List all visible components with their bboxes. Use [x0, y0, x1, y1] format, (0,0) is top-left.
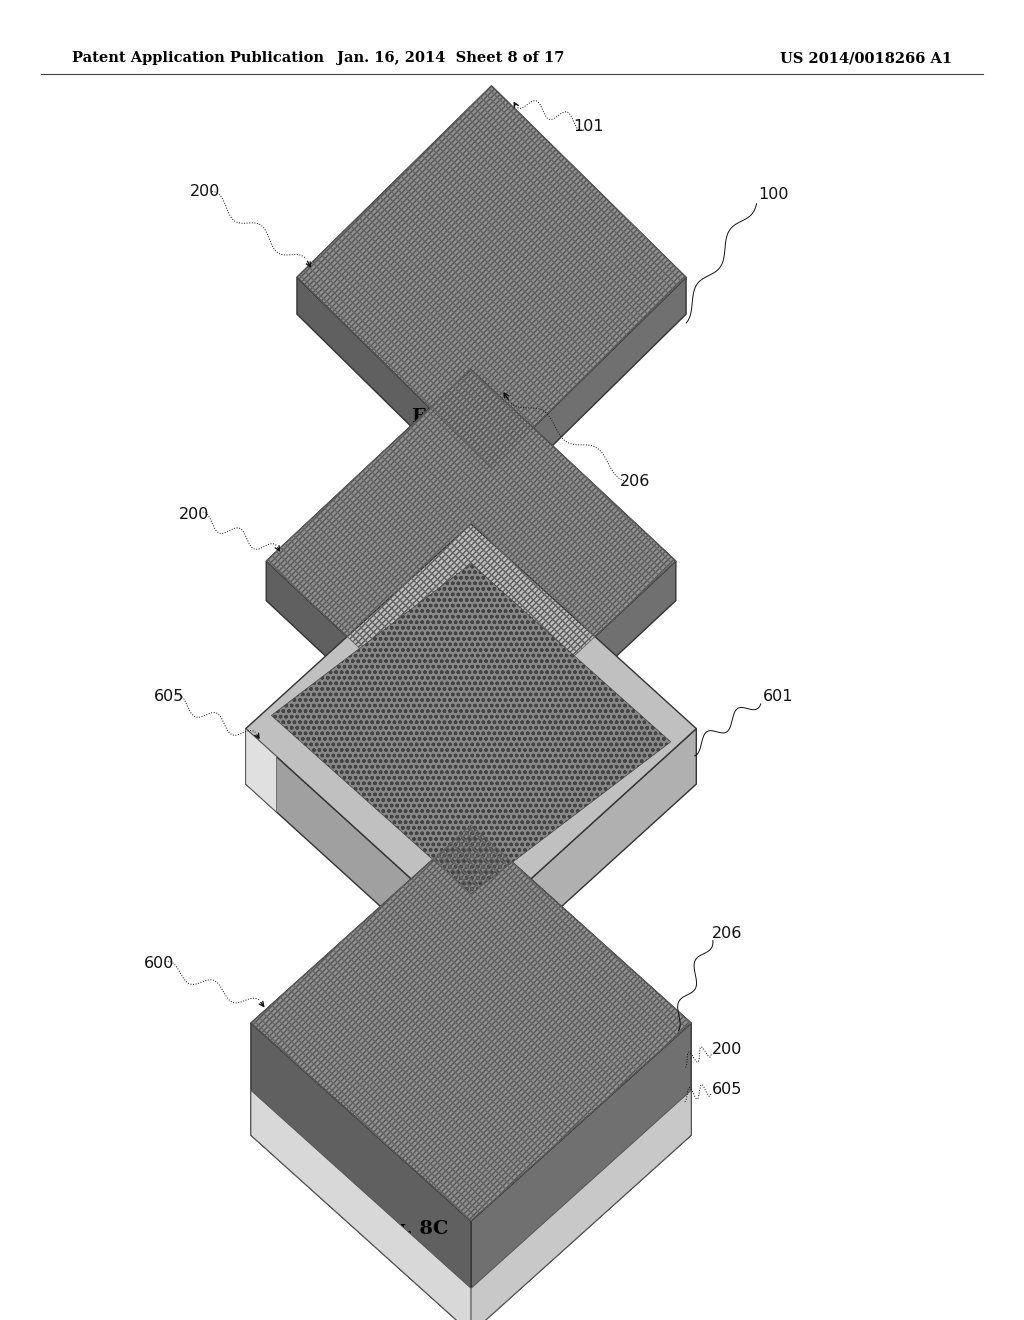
Polygon shape	[492, 277, 686, 506]
Text: 600: 600	[143, 956, 174, 972]
Text: 200: 200	[712, 1041, 742, 1057]
Text: 605: 605	[712, 1081, 742, 1097]
Text: Jan. 16, 2014  Sheet 8 of 17: Jan. 16, 2014 Sheet 8 of 17	[337, 51, 564, 65]
Text: US 2014/0018266 A1: US 2014/0018266 A1	[780, 51, 952, 65]
Polygon shape	[471, 729, 696, 989]
Text: Fig. 8A: Fig. 8A	[412, 408, 489, 426]
Text: 605: 605	[154, 689, 184, 705]
Text: 101: 101	[573, 119, 604, 135]
Polygon shape	[251, 1023, 471, 1320]
Text: Fig. 8C: Fig. 8C	[371, 1220, 449, 1238]
Text: Fig. 8B: Fig. 8B	[412, 826, 489, 845]
Polygon shape	[251, 825, 691, 1221]
Polygon shape	[271, 564, 671, 894]
Polygon shape	[251, 1090, 471, 1320]
Polygon shape	[297, 277, 492, 506]
Text: 601: 601	[763, 689, 794, 705]
Polygon shape	[246, 729, 276, 812]
Text: 200: 200	[189, 183, 220, 199]
Text: 200: 200	[179, 507, 210, 523]
Polygon shape	[266, 370, 676, 752]
Text: 206: 206	[712, 925, 742, 941]
Text: 206: 206	[620, 474, 650, 490]
Polygon shape	[246, 729, 471, 989]
Polygon shape	[471, 561, 676, 792]
Text: Patent Application Publication: Patent Application Publication	[72, 51, 324, 65]
Polygon shape	[246, 524, 696, 933]
Polygon shape	[266, 561, 471, 792]
Text: 100: 100	[758, 186, 788, 202]
Polygon shape	[471, 1090, 691, 1320]
Polygon shape	[471, 1023, 691, 1320]
Polygon shape	[297, 86, 686, 469]
